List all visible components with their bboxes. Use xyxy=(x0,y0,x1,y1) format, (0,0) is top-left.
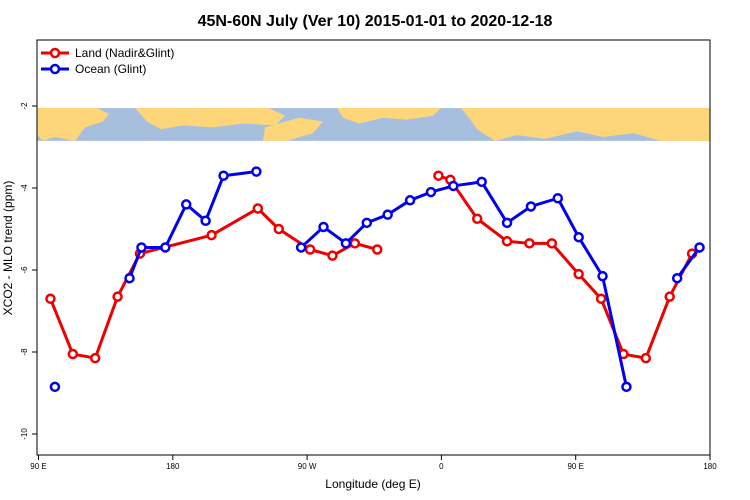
chart-title: 45N-60N July (Ver 10) 2015-01-01 to 2020… xyxy=(198,13,553,30)
ocean-point-2 xyxy=(124,272,135,284)
map-land-4 xyxy=(461,108,710,141)
ocean-point-17 xyxy=(448,180,459,192)
axes-layer: 90 E 180 90 W 0 90 E 180 -2 -4 -6 -8 -10 xyxy=(20,102,717,471)
ocean-point-8 xyxy=(251,166,262,177)
land-point-19 xyxy=(573,268,584,280)
land-point-0 xyxy=(45,293,56,304)
y-tick-label-0: -2 xyxy=(20,102,29,110)
legend-ocean-label: Ocean (Glint) xyxy=(75,62,146,76)
series-ocean xyxy=(49,166,705,393)
x-tick-label-1: 180 xyxy=(166,462,180,471)
ocean-point-11 xyxy=(318,221,329,233)
land-point-6 xyxy=(252,203,264,214)
ocean-point-4 xyxy=(160,242,171,253)
ocean-point-10 xyxy=(295,242,307,253)
land-point-11 xyxy=(371,244,383,255)
y-tick-label-1: -4 xyxy=(20,184,29,192)
land-point-22 xyxy=(640,352,652,364)
ocean-point-27 xyxy=(694,242,705,253)
x-tick-label-3: 0 xyxy=(439,462,444,471)
ocean-point-26 xyxy=(671,272,683,284)
land-point-10 xyxy=(349,238,361,249)
land-point-7 xyxy=(273,223,284,235)
ocean-point-24 xyxy=(621,381,632,393)
land-point-23 xyxy=(664,291,675,302)
legend-land-label: Land (Nadir&Glint) xyxy=(75,46,174,60)
land-point-9 xyxy=(327,250,338,261)
x-tick-label-5: 180 xyxy=(703,462,717,471)
ocean-point-13 xyxy=(361,217,373,229)
x-tick-label-0: 90 E xyxy=(30,462,46,471)
y-tick-label-4: -10 xyxy=(20,428,29,440)
ocean-point-23 xyxy=(597,270,608,282)
ocean-point-6 xyxy=(200,215,211,227)
world-map-band xyxy=(37,108,710,141)
land-point-5 xyxy=(206,229,217,241)
land-point-15 xyxy=(471,213,483,224)
land-point-20 xyxy=(595,293,607,304)
ocean-point-22 xyxy=(573,231,584,243)
land-point-1 xyxy=(67,348,79,360)
ocean-line-segment-2 xyxy=(675,245,702,280)
legend-ocean-marker xyxy=(49,63,61,75)
ocean-point-18 xyxy=(476,176,487,188)
legend: Land (Nadir&Glint) Ocean (Glint) xyxy=(41,46,174,76)
series-layer xyxy=(45,166,705,393)
land-point-3 xyxy=(112,291,123,302)
land-point-2 xyxy=(89,352,101,364)
x-axis-label: Longitude (deg E) xyxy=(325,477,420,491)
ocean-point-20 xyxy=(525,201,537,212)
ocean-point-0 xyxy=(49,381,61,393)
ocean-point-12 xyxy=(340,238,352,249)
y-axis-label: XCO2 - MLO trend (ppm) xyxy=(1,181,15,316)
map-land-0 xyxy=(37,108,109,141)
plot-frame xyxy=(36,39,711,456)
y-tick-label-2: -6 xyxy=(20,266,29,274)
land-point-16 xyxy=(501,236,513,247)
x-tick-label-2: 90 W xyxy=(298,462,317,471)
ocean-point-5 xyxy=(180,199,192,210)
map-land-1 xyxy=(135,108,285,130)
x-tick-label-4: 90 E xyxy=(567,462,583,471)
y-tick-label-3: -8 xyxy=(20,348,29,356)
ocean-point-21 xyxy=(552,193,564,204)
land-point-17 xyxy=(524,238,535,249)
legend-land-marker xyxy=(49,47,61,59)
ocean-point-15 xyxy=(404,195,416,206)
ocean-point-14 xyxy=(382,209,393,220)
ocean-point-7 xyxy=(218,170,229,181)
land-line-segment-1 xyxy=(436,174,694,360)
land-point-8 xyxy=(304,244,316,255)
ocean-point-3 xyxy=(136,242,147,253)
land-point-18 xyxy=(546,238,558,249)
map-land-2 xyxy=(263,117,323,141)
map-land-3 xyxy=(337,108,441,124)
land-point-13 xyxy=(433,170,444,181)
ocean-point-19 xyxy=(501,217,513,229)
series-land xyxy=(45,170,698,364)
ocean-point-16 xyxy=(425,186,437,198)
